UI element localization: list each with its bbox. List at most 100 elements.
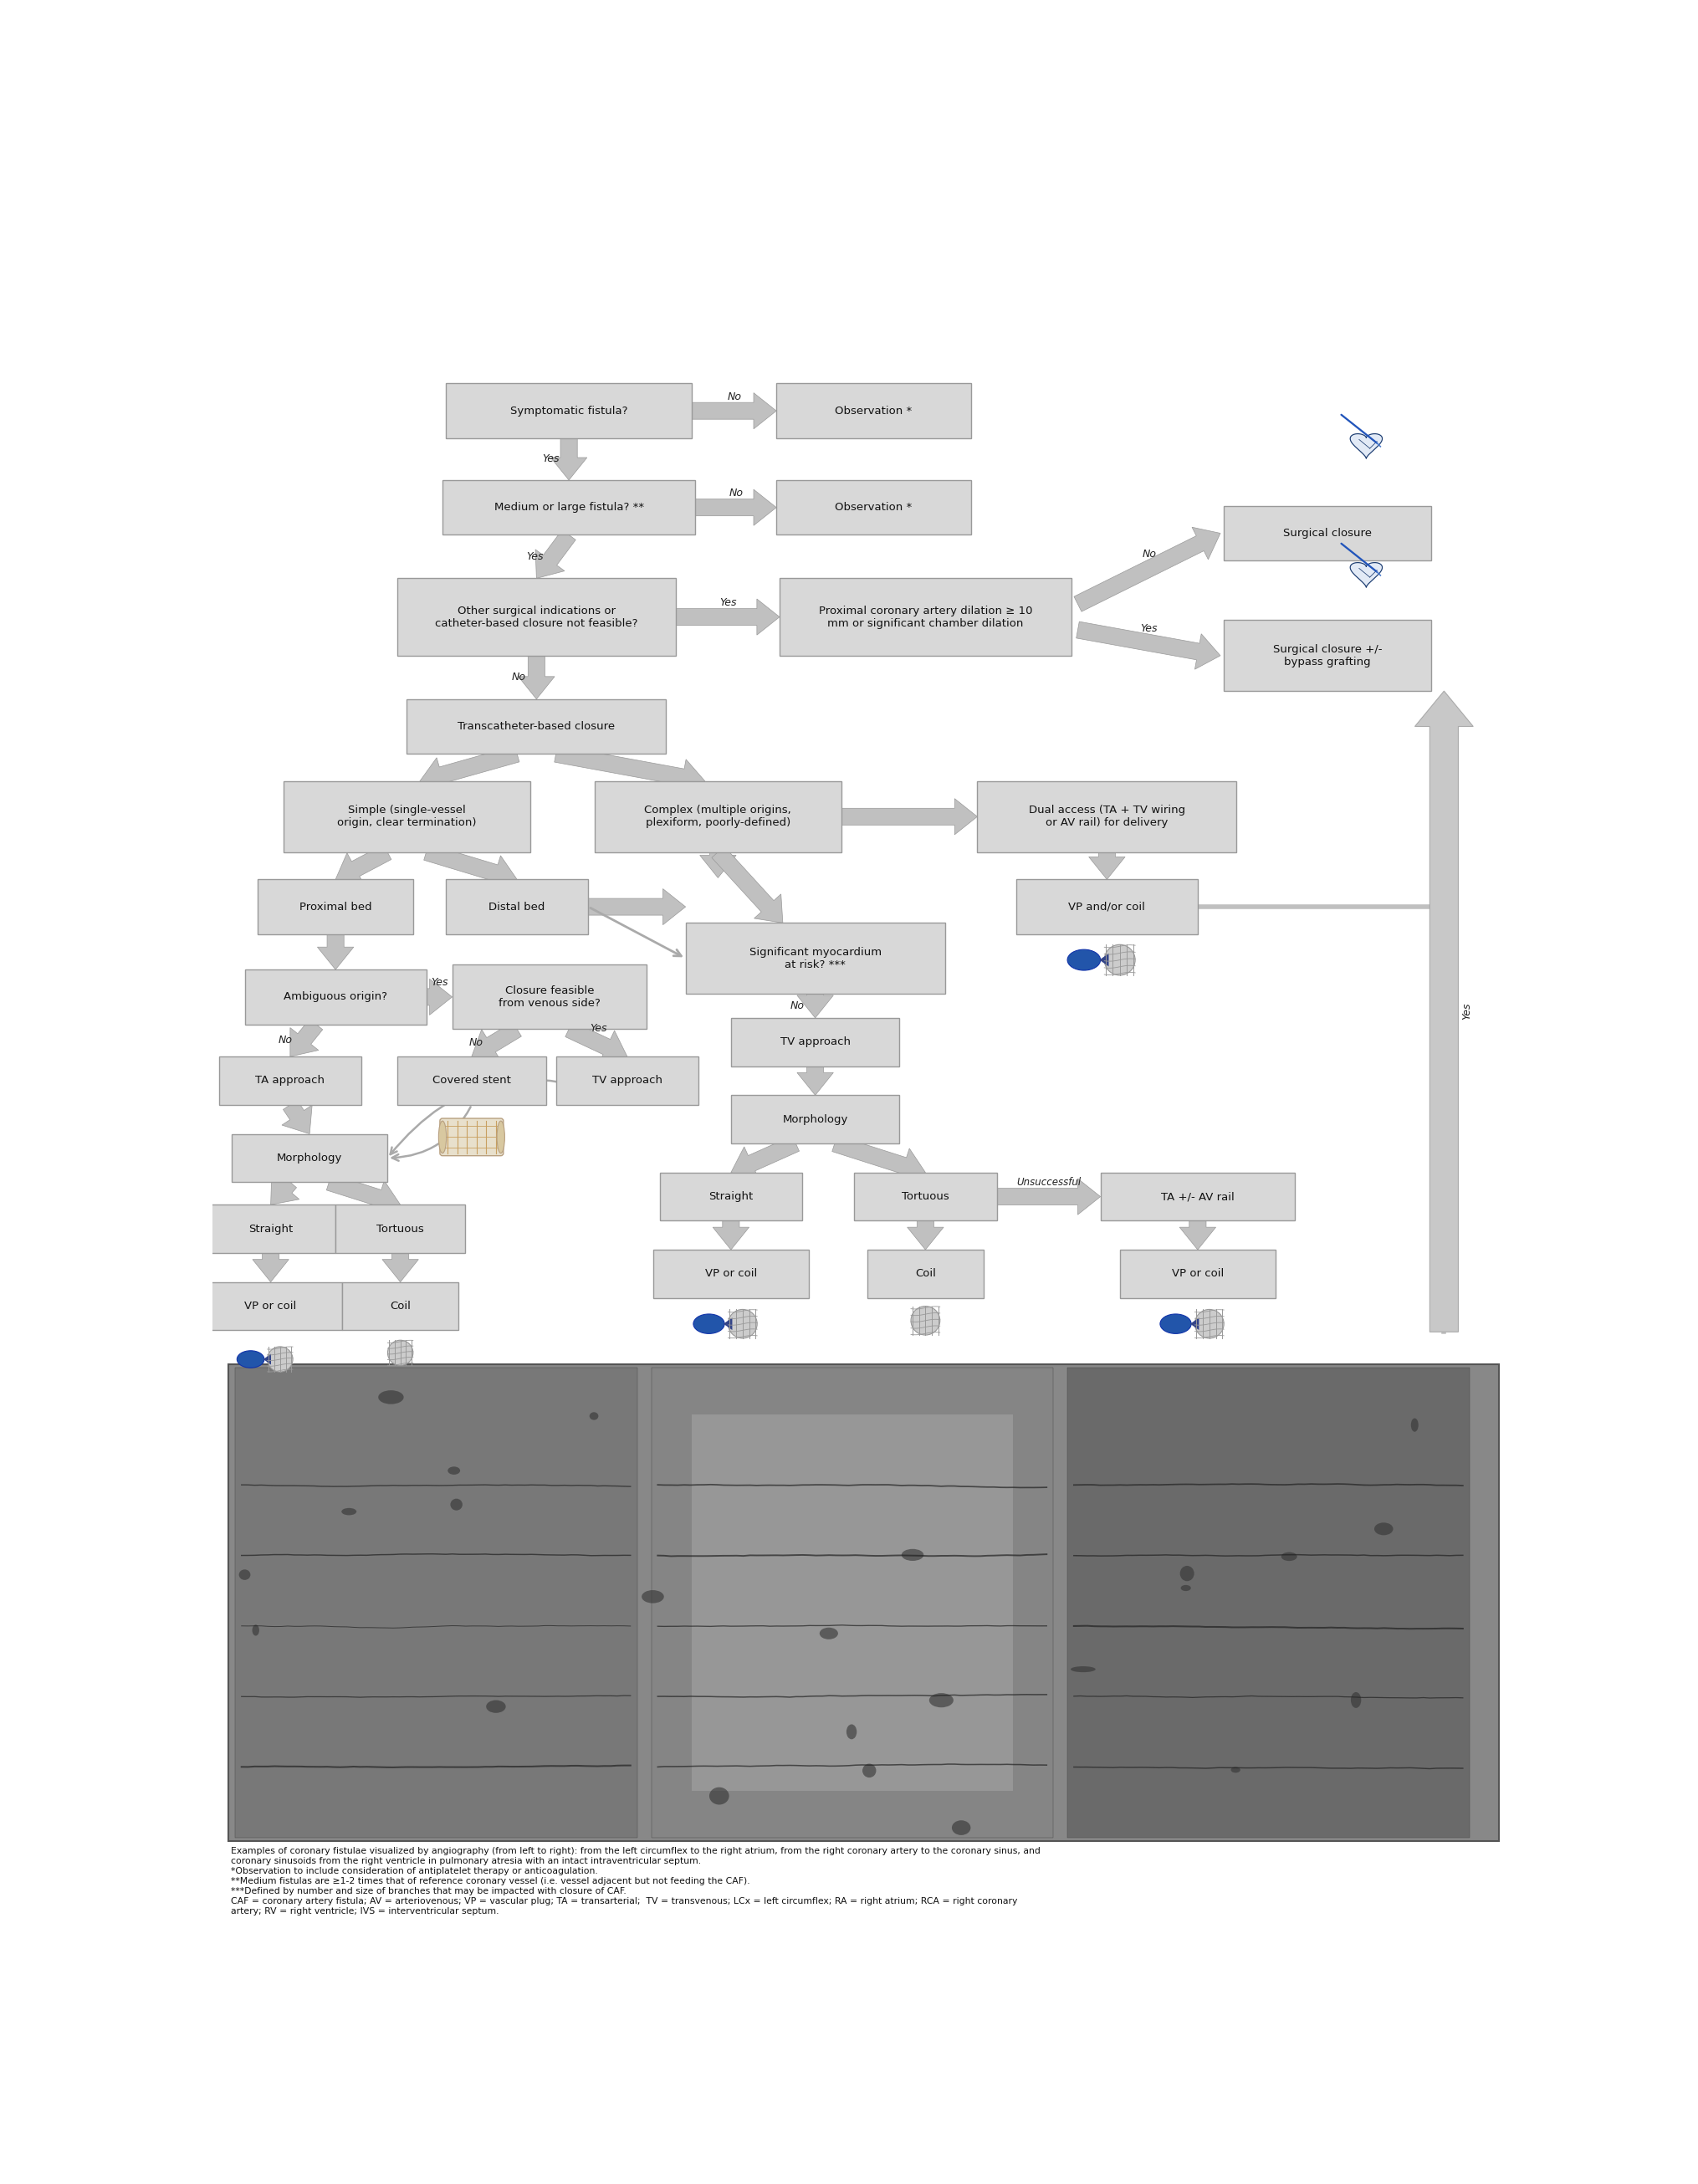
- Text: Yes: Yes: [431, 978, 448, 987]
- Ellipse shape: [239, 1570, 250, 1579]
- Text: Morphology: Morphology: [783, 1114, 847, 1125]
- Ellipse shape: [1066, 950, 1100, 970]
- FancyBboxPatch shape: [686, 924, 944, 994]
- FancyBboxPatch shape: [205, 1206, 336, 1254]
- Text: Yes: Yes: [542, 454, 559, 465]
- Polygon shape: [270, 1175, 299, 1206]
- Polygon shape: [550, 439, 588, 480]
- Ellipse shape: [1070, 1666, 1095, 1673]
- Polygon shape: [1088, 852, 1124, 880]
- Polygon shape: [1073, 526, 1219, 612]
- Text: Yes: Yes: [718, 598, 735, 607]
- Polygon shape: [565, 1022, 627, 1064]
- FancyBboxPatch shape: [258, 880, 413, 935]
- Circle shape: [910, 1306, 939, 1334]
- Text: Yes: Yes: [589, 1024, 606, 1035]
- FancyBboxPatch shape: [452, 965, 647, 1029]
- Text: coronary sinusoids from the right ventricle in pulmonary atresia with an intact : coronary sinusoids from the right ventri…: [231, 1856, 700, 1865]
- FancyBboxPatch shape: [445, 384, 691, 439]
- Ellipse shape: [1280, 1553, 1297, 1562]
- Text: Surgical closure: Surgical closure: [1282, 529, 1370, 539]
- Text: Morphology: Morphology: [277, 1153, 343, 1164]
- FancyBboxPatch shape: [245, 970, 426, 1024]
- Text: *Observation to include consideration of antiplatelet therapy or anticoagulation: *Observation to include consideration of…: [231, 1867, 598, 1876]
- Text: Proximal bed: Proximal bed: [299, 902, 372, 913]
- FancyBboxPatch shape: [652, 1249, 808, 1297]
- Polygon shape: [419, 745, 520, 793]
- Polygon shape: [263, 1354, 272, 1365]
- Text: Straight: Straight: [708, 1190, 752, 1201]
- Text: Medium or large fistula? **: Medium or large fistula? **: [494, 502, 644, 513]
- FancyBboxPatch shape: [1223, 507, 1430, 561]
- Ellipse shape: [448, 1468, 460, 1474]
- Text: Simple (single-vessel
origin, clear termination): Simple (single-vessel origin, clear term…: [336, 806, 475, 828]
- Text: Observation *: Observation *: [835, 406, 912, 417]
- Polygon shape: [282, 1101, 312, 1133]
- FancyBboxPatch shape: [659, 1173, 801, 1221]
- Ellipse shape: [1180, 1566, 1194, 1581]
- Ellipse shape: [341, 1507, 357, 1516]
- Ellipse shape: [951, 1819, 970, 1835]
- Text: VP or coil: VP or coil: [705, 1269, 757, 1280]
- FancyBboxPatch shape: [555, 1057, 698, 1105]
- Polygon shape: [796, 994, 834, 1018]
- Polygon shape: [1178, 1221, 1216, 1249]
- Text: Yes: Yes: [1460, 1002, 1472, 1020]
- Ellipse shape: [642, 1590, 664, 1603]
- Text: Dual access (TA + TV wiring
or AV rail) for delivery: Dual access (TA + TV wiring or AV rail) …: [1029, 806, 1185, 828]
- FancyBboxPatch shape: [779, 579, 1071, 655]
- Polygon shape: [723, 1317, 732, 1330]
- Polygon shape: [711, 847, 783, 924]
- FancyBboxPatch shape: [341, 1282, 458, 1330]
- Ellipse shape: [1231, 1767, 1240, 1773]
- Text: Coil: Coil: [915, 1269, 936, 1280]
- Ellipse shape: [589, 1413, 598, 1420]
- Text: TA +/- AV rail: TA +/- AV rail: [1160, 1190, 1234, 1201]
- Bar: [234, 1367, 637, 1837]
- Polygon shape: [382, 1254, 418, 1282]
- Bar: [229, 1365, 1498, 1841]
- Polygon shape: [1350, 435, 1382, 459]
- Text: Unsuccessful: Unsuccessful: [1015, 1177, 1080, 1188]
- Text: No: No: [469, 1037, 482, 1048]
- Polygon shape: [472, 1022, 521, 1059]
- Ellipse shape: [1160, 1315, 1190, 1334]
- Ellipse shape: [379, 1391, 404, 1404]
- FancyBboxPatch shape: [730, 1018, 898, 1066]
- FancyBboxPatch shape: [440, 1118, 503, 1155]
- Text: No: No: [511, 673, 525, 684]
- Text: Yes: Yes: [526, 550, 543, 561]
- Polygon shape: [1414, 690, 1472, 1332]
- Text: No: No: [727, 391, 740, 402]
- FancyBboxPatch shape: [1100, 1173, 1294, 1221]
- Polygon shape: [588, 889, 686, 924]
- Bar: [691, 1415, 1012, 1791]
- FancyBboxPatch shape: [445, 880, 588, 935]
- Text: Significant myocardium
at risk? ***: Significant myocardium at risk? ***: [749, 946, 881, 970]
- Polygon shape: [832, 1136, 925, 1184]
- Polygon shape: [730, 1136, 798, 1179]
- Circle shape: [267, 1348, 292, 1372]
- Polygon shape: [676, 598, 779, 636]
- Text: Coil: Coil: [391, 1302, 411, 1313]
- Text: Covered stent: Covered stent: [433, 1075, 511, 1085]
- Text: VP or coil: VP or coil: [1172, 1269, 1223, 1280]
- Circle shape: [1104, 946, 1134, 976]
- Text: Ambiguous origin?: Ambiguous origin?: [284, 992, 387, 1002]
- FancyBboxPatch shape: [854, 1173, 997, 1221]
- Text: Straight: Straight: [248, 1223, 292, 1234]
- Text: No: No: [728, 487, 742, 498]
- Ellipse shape: [693, 1315, 723, 1334]
- Text: VP or coil: VP or coil: [245, 1302, 297, 1313]
- Text: TV approach: TV approach: [779, 1037, 851, 1048]
- Bar: [650, 1367, 1053, 1837]
- Text: Closure feasible
from venous side?: Closure feasible from venous side?: [498, 985, 599, 1009]
- Text: Symptomatic fistula?: Symptomatic fistula?: [509, 406, 627, 417]
- Text: Examples of coronary fistulae visualized by angiography (from left to right): fr: Examples of coronary fistulae visualized…: [231, 1848, 1039, 1856]
- FancyBboxPatch shape: [441, 480, 694, 535]
- FancyBboxPatch shape: [284, 782, 530, 852]
- Ellipse shape: [486, 1699, 506, 1712]
- Polygon shape: [253, 1254, 289, 1282]
- Ellipse shape: [846, 1725, 856, 1738]
- Text: Surgical closure +/-
bypass grafting: Surgical closure +/- bypass grafting: [1272, 644, 1380, 668]
